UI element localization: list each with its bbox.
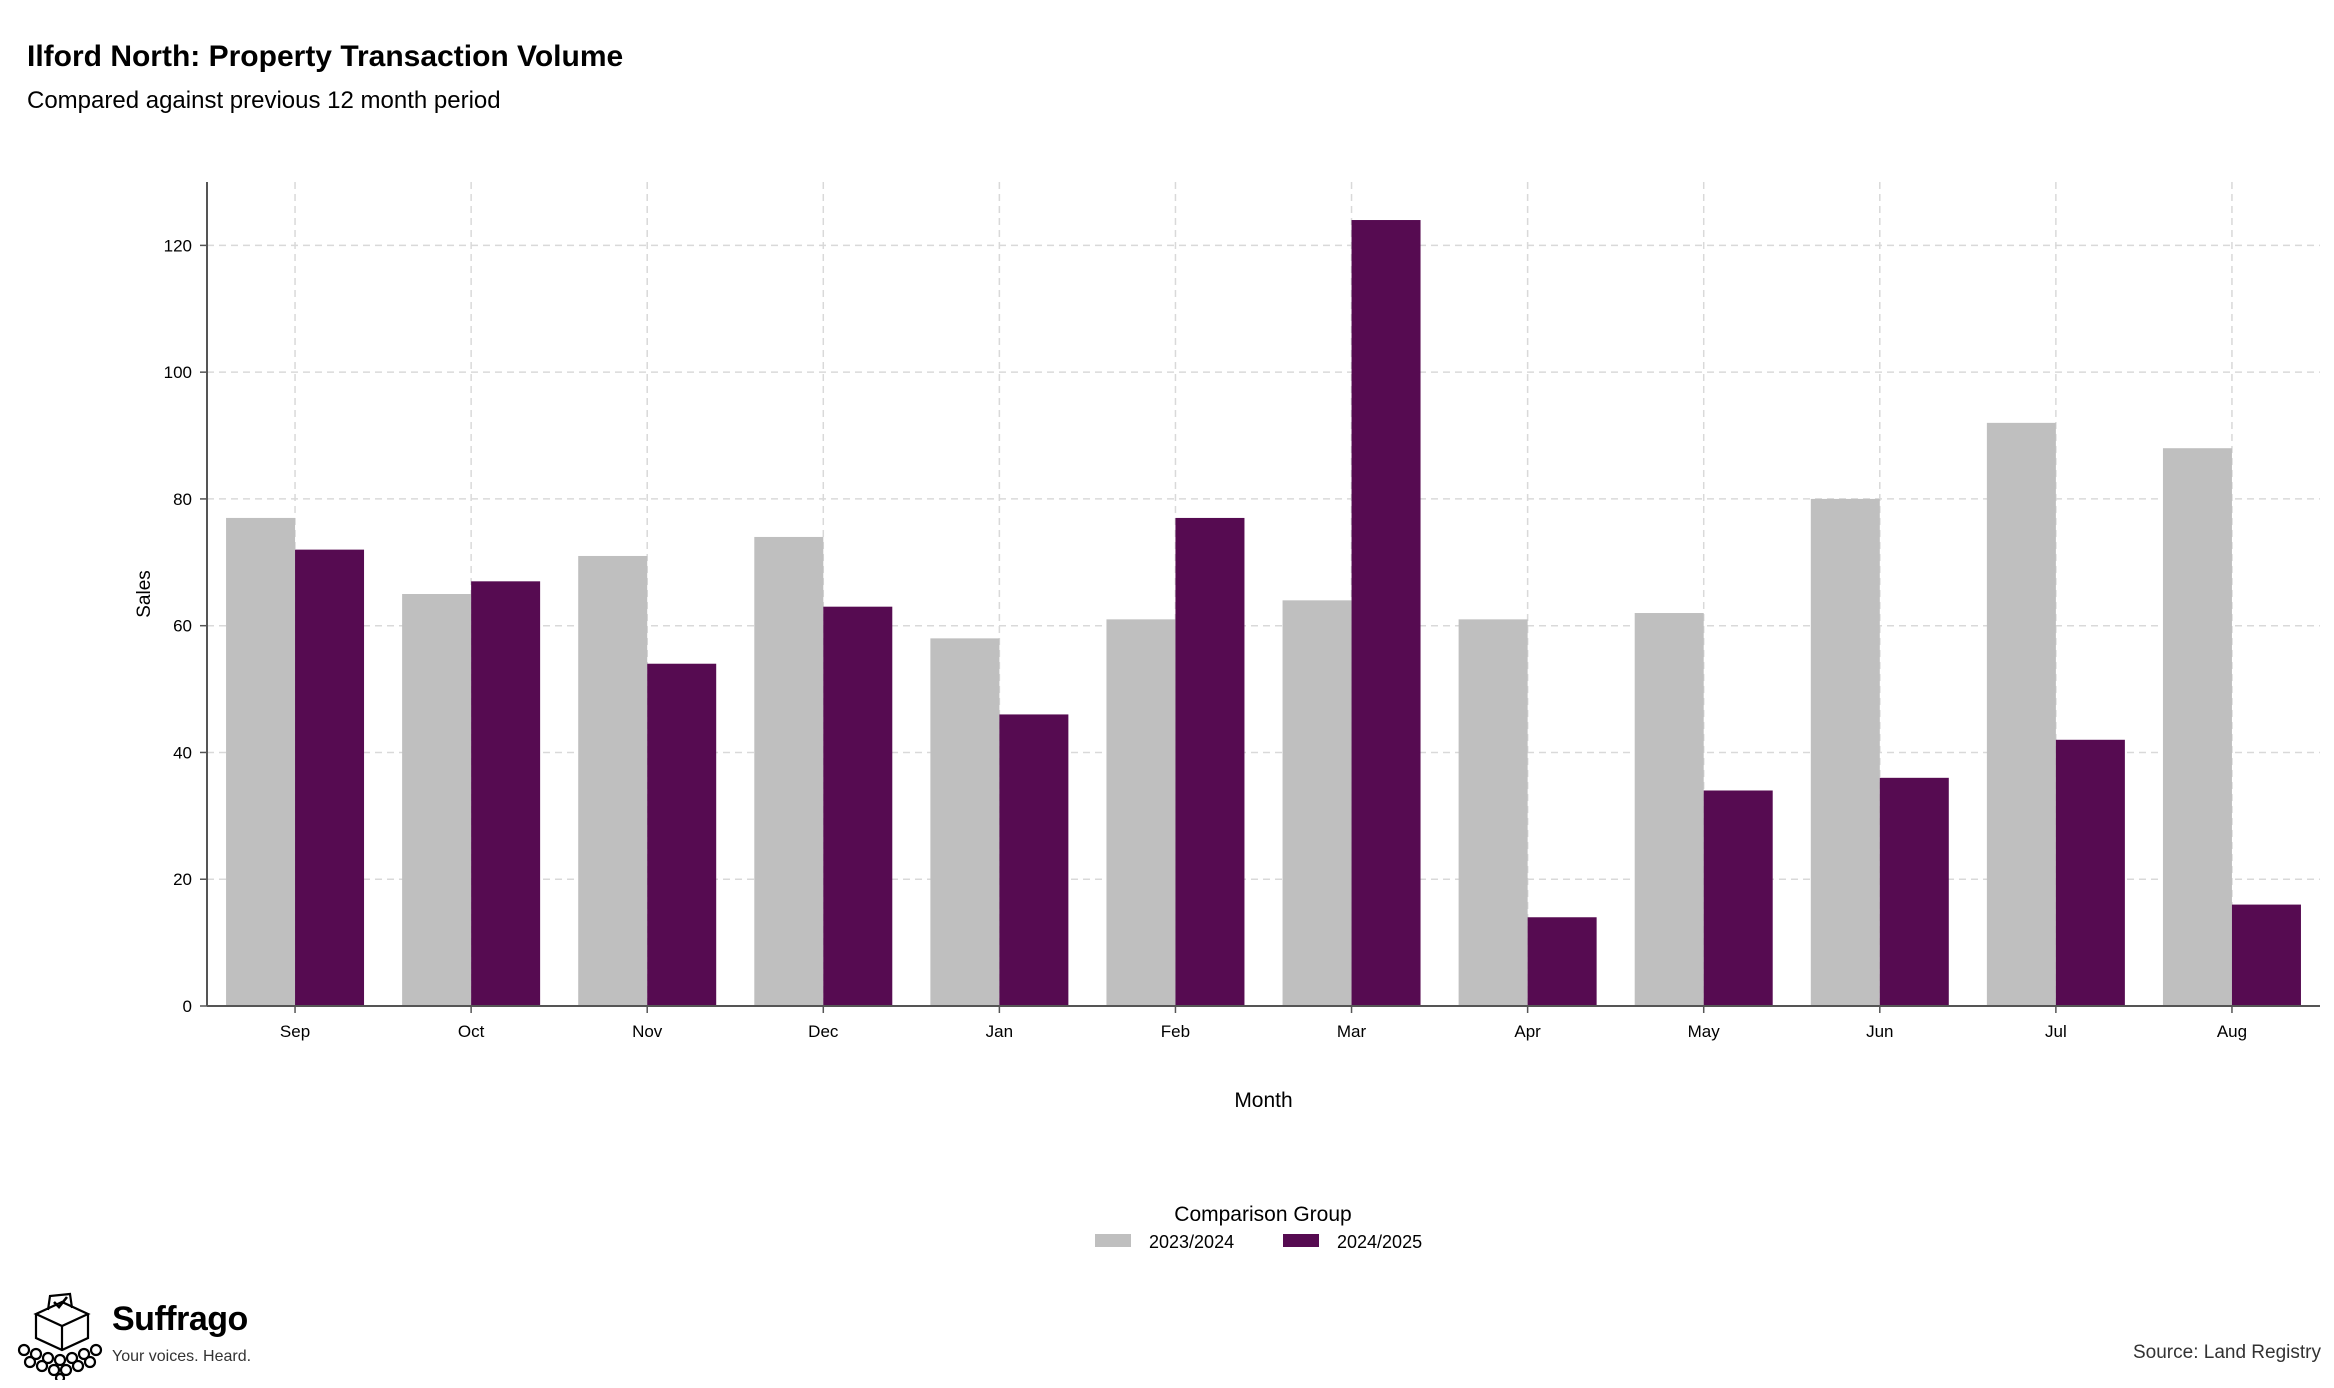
x-axis-title: Month: [1234, 1089, 1292, 1112]
y-tick-label: 20: [173, 870, 192, 889]
bar-chart: 0 20 40 60 80 100 120 Sep Oct Nov Dec Jan Feb Mar Apr M…: [134, 182, 2320, 1252]
y-tick-label: 60: [173, 617, 192, 636]
bar-2024-2025-aug: [2231, 904, 2301, 1006]
bar-2023-2024-sep: [226, 517, 296, 1006]
bar-2024-2025-sep: [295, 549, 365, 1006]
bar-2024-2025-may: [1703, 790, 1773, 1006]
bar-2024-2025-nov: [647, 663, 717, 1006]
brand-tagline: Your voices. Heard.: [112, 1348, 252, 1365]
bar-2023-2024-jan: [930, 638, 1000, 1006]
bar-2023-2024-feb: [1106, 619, 1176, 1006]
x-tick-label: May: [1688, 1022, 1721, 1041]
x-tick-label: Jun: [1866, 1022, 1893, 1041]
legend-label-2024-2025: 2024/2025: [1337, 1232, 1422, 1252]
bar-2023-2024-mar: [1282, 600, 1352, 1006]
bar-2023-2024-aug: [2162, 448, 2232, 1006]
x-tick-label: Mar: [1337, 1022, 1367, 1041]
bar-2023-2024-jun: [1810, 498, 1880, 1006]
x-tick-label: Oct: [458, 1022, 485, 1041]
bar-2023-2024-dec: [754, 536, 824, 1006]
bar-2023-2024-nov: [578, 555, 648, 1006]
x-tick-label: Jan: [986, 1022, 1013, 1041]
x-tick-label: Feb: [1161, 1022, 1190, 1041]
y-tick-label: 40: [173, 743, 192, 762]
legend-swatch-2024-2025: [1283, 1234, 1319, 1247]
chart-subtitle: Compared against previous 12 month perio…: [27, 87, 501, 114]
chart-title: Ilford North: Property Transaction Volum…: [27, 40, 624, 73]
y-axis-title: Sales: [134, 570, 155, 618]
bar-2023-2024-jul: [1986, 422, 2056, 1006]
bar-2024-2025-jan: [999, 714, 1069, 1006]
x-tick-label: Jul: [2045, 1022, 2067, 1041]
y-tick-label: 100: [164, 363, 192, 382]
x-tick-label: Dec: [808, 1022, 839, 1041]
x-tick-label: Aug: [2217, 1022, 2247, 1041]
brand-name: Suffrago: [112, 1300, 248, 1338]
legend-swatch-2023-2024: [1095, 1234, 1131, 1247]
bar-2023-2024-oct: [402, 594, 472, 1006]
brand-block: Suffrago Your voices. Heard.: [14, 1292, 274, 1382]
x-tick-label: Apr: [1514, 1022, 1541, 1041]
source-note: Source: Land Registry: [2133, 1342, 2321, 1363]
bar-2024-2025-mar: [1351, 220, 1421, 1006]
bar-2024-2025-oct: [471, 581, 541, 1006]
y-tick-label: 80: [173, 490, 192, 509]
bar-2023-2024-may: [1634, 613, 1704, 1006]
bar-2024-2025-jun: [1879, 777, 1949, 1006]
bar-2023-2024-apr: [1458, 619, 1528, 1006]
bar-2024-2025-apr: [1527, 917, 1597, 1006]
x-tick-label: Sep: [280, 1022, 310, 1041]
legend-title: Comparison Group: [1174, 1203, 1351, 1226]
bar-2024-2025-feb: [1175, 517, 1245, 1006]
bar-2024-2025-jul: [2055, 739, 2125, 1006]
y-tick-label: 120: [164, 236, 192, 255]
legend-label-2023-2024: 2023/2024: [1149, 1232, 1234, 1252]
ballot-box-logo-icon: [17, 1292, 103, 1380]
bar-2024-2025-dec: [823, 606, 893, 1006]
x-tick-label: Nov: [632, 1022, 663, 1041]
y-tick-label: 0: [183, 997, 192, 1016]
